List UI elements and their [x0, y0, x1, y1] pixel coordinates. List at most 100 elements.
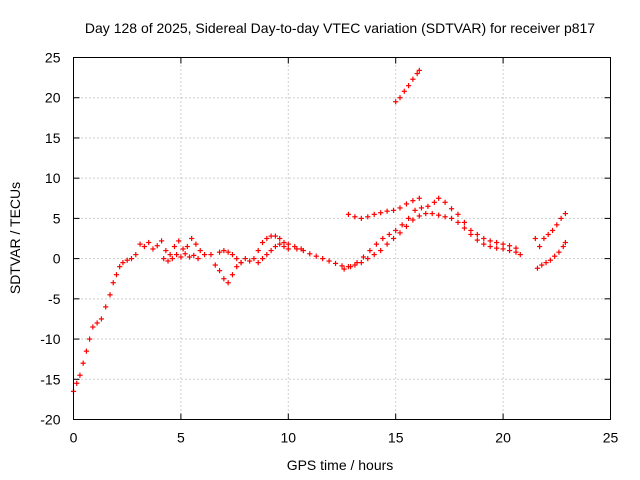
y-tick-label: -10 — [40, 331, 60, 347]
data-point — [277, 241, 283, 247]
data-point — [436, 195, 442, 201]
data-point — [494, 239, 500, 246]
data-point — [429, 210, 435, 217]
data-point — [221, 247, 227, 254]
y-tick-label: -15 — [40, 371, 60, 387]
data-point — [87, 336, 93, 342]
data-point — [539, 262, 545, 268]
data-point — [339, 263, 345, 269]
data-point — [255, 247, 261, 254]
data-point — [80, 360, 86, 366]
data-point — [468, 227, 474, 234]
data-point — [487, 238, 493, 244]
data-point — [390, 235, 397, 242]
series-p817-band-e — [251, 233, 304, 262]
data-point — [506, 247, 513, 254]
data-point — [154, 243, 160, 249]
data-point — [320, 256, 326, 262]
data-point — [167, 251, 173, 258]
data-point — [255, 260, 261, 266]
data-point — [405, 83, 412, 89]
data-point — [410, 198, 416, 204]
data-point — [397, 230, 403, 236]
data-point — [216, 249, 223, 255]
data-point — [461, 225, 468, 231]
data-point — [176, 238, 182, 244]
data-point — [137, 241, 143, 247]
data-point — [300, 247, 306, 254]
data-point — [225, 249, 231, 255]
data-point — [146, 239, 152, 246]
data-point — [347, 264, 354, 270]
data-point — [113, 272, 120, 278]
data-point — [229, 251, 236, 258]
y-tick-label: 20 — [45, 90, 61, 106]
data-point — [197, 247, 203, 254]
data-point — [195, 256, 201, 262]
data-point — [393, 99, 399, 105]
data-point — [360, 254, 367, 260]
data-point — [373, 241, 379, 247]
series-p817-band-b — [161, 251, 201, 264]
data-point — [212, 262, 218, 268]
tick-marks — [73, 57, 611, 420]
data-point — [556, 249, 562, 255]
data-point — [352, 214, 358, 220]
series-p817-band-k — [532, 210, 568, 271]
data-point — [416, 67, 422, 73]
data-point — [326, 258, 332, 264]
data-point — [517, 251, 523, 258]
data-point — [216, 268, 223, 274]
series-p817-band-f — [255, 241, 291, 266]
data-point — [412, 207, 418, 213]
data-point — [186, 254, 193, 260]
data-point — [98, 316, 105, 322]
data-point — [277, 235, 283, 242]
data-point — [117, 264, 123, 270]
data-point — [547, 257, 553, 263]
y-tick-label: 15 — [45, 130, 61, 146]
data-point — [397, 205, 403, 211]
data-point — [554, 222, 560, 228]
data-point — [94, 320, 100, 326]
x-tick-label: 25 — [603, 430, 619, 446]
series-p817-band-h — [341, 195, 519, 272]
data-point — [83, 348, 89, 354]
data-point — [403, 201, 410, 207]
series-p817-band-c — [208, 251, 253, 286]
data-point — [133, 251, 139, 258]
data-point — [405, 215, 412, 221]
data-point — [171, 243, 178, 250]
data-point — [354, 260, 360, 266]
y-tick-label: 0 — [53, 251, 61, 267]
data-point — [234, 256, 240, 262]
data-point — [193, 241, 199, 247]
data-point — [365, 256, 371, 262]
data-point — [384, 208, 390, 214]
data-point — [494, 245, 500, 251]
data-point — [448, 215, 455, 221]
data-point — [259, 256, 266, 262]
data-point — [378, 247, 384, 254]
data-point — [543, 260, 549, 266]
data-point — [307, 251, 313, 257]
series-p817-band-a — [137, 235, 208, 258]
data-point — [365, 214, 371, 220]
data-point — [120, 260, 126, 266]
data-point — [332, 260, 339, 267]
series-p817-band-j — [393, 67, 422, 105]
data-point — [558, 215, 564, 221]
data-point — [455, 219, 461, 226]
y-tick-labels: -20 -15 -10 -5 0 5 10 15 20 25 — [40, 50, 60, 428]
data-point — [74, 380, 80, 386]
data-point — [401, 88, 407, 94]
y-tick-label: 5 — [53, 210, 61, 226]
points-layer — [70, 67, 568, 394]
data-point — [285, 241, 291, 247]
data-point — [158, 238, 165, 244]
data-point — [161, 256, 167, 262]
data-point — [418, 205, 425, 211]
data-point — [345, 211, 352, 217]
data-point — [264, 235, 270, 242]
